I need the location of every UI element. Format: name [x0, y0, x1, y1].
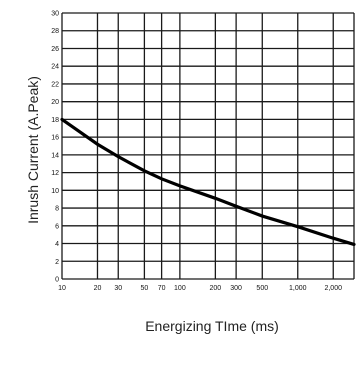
y-tick-label: 10: [51, 188, 59, 195]
x-tick-label: 100: [174, 285, 186, 292]
y-tick-label: 30: [51, 11, 59, 18]
x-tick-label: 500: [256, 285, 268, 292]
y-tick-label: 26: [51, 46, 59, 53]
y-tick-label: 14: [51, 152, 59, 159]
y-tick-label: 12: [51, 170, 59, 177]
y-tick-label: 6: [55, 223, 59, 230]
x-tick-label: 50: [140, 285, 148, 292]
grid: [61, 12, 355, 280]
x-tick-label: 30: [114, 285, 122, 292]
y-tick-label: 28: [51, 28, 59, 35]
series-line: [60, 117, 356, 247]
y-tick-label: 22: [51, 81, 59, 88]
y-tick-label: 16: [51, 135, 59, 142]
y-axis-title: Inrush Current (A.Peak): [25, 76, 41, 224]
y-tick-label: 0: [55, 277, 59, 284]
x-tick-label: 70: [158, 285, 166, 292]
y-tick-label: 20: [51, 99, 59, 106]
x-tick-label: 10: [58, 285, 66, 292]
y-tick-label: 2: [55, 259, 59, 266]
x-axis-title: Energizing TIme (ms): [145, 318, 279, 334]
y-tick-label: 24: [51, 64, 59, 71]
y-tick-label: 18: [51, 117, 59, 124]
x-tick-label: 300: [230, 285, 242, 292]
x-tick-label: 200: [210, 285, 222, 292]
y-tick-label: 4: [55, 241, 59, 248]
x-tick-label: 1,000: [289, 285, 307, 292]
x-tick-label: 20: [94, 285, 102, 292]
x-tick-label: 2,000: [324, 285, 342, 292]
y-tick-label: 8: [55, 206, 59, 213]
